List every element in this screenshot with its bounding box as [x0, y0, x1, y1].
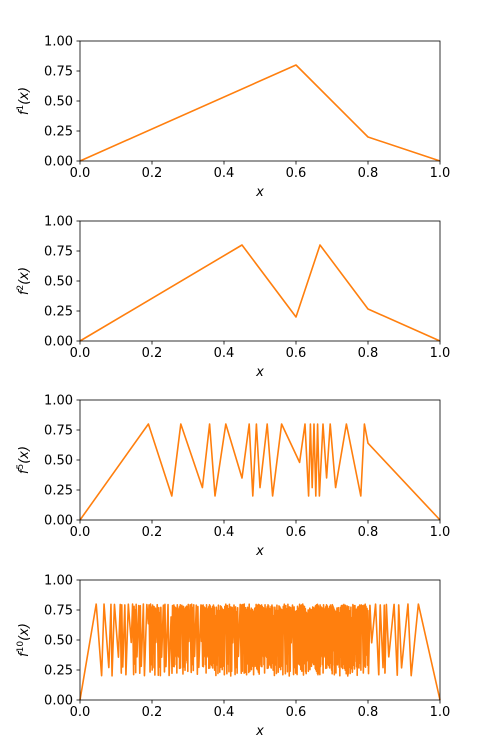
x-tick-label: 0.8	[358, 705, 379, 720]
y-tick-label: 0.25	[44, 664, 73, 679]
y-label-base: f	[17, 288, 32, 295]
y-label-argument: (x)	[17, 446, 32, 464]
data-line	[79, 64, 441, 162]
y-axis-label: f10(x)	[16, 623, 32, 657]
subplot-2: 0.0 0.2 0.4 0.6 0.8 1.0 0.00 0.25 0.50 0.75 1.00 x f…	[16, 215, 450, 381]
x-axis-label: x	[255, 724, 264, 739]
y-label-exponent: 2	[16, 285, 26, 291]
x-tick-label: 0.6	[286, 705, 307, 720]
y-tick-label: 0.00	[44, 694, 73, 709]
y-label-exponent: 5	[16, 464, 26, 470]
y-tick-label: 0.75	[44, 424, 73, 439]
x-tick-label: 0.0	[70, 525, 91, 540]
y-label-argument: (x)	[17, 623, 32, 641]
x-tick-label: 0.8	[358, 525, 379, 540]
y-tick-label: 0.75	[44, 65, 73, 80]
y-tick-label: 0.00	[44, 155, 73, 170]
x-tick-label: 0.4	[214, 525, 235, 540]
x-tick-label: 0.0	[70, 346, 91, 361]
y-axis-label: f2(x)	[16, 267, 32, 295]
data-line	[79, 603, 441, 701]
x-tick-label: 0.8	[358, 166, 379, 181]
x-tick-label: 0.2	[142, 166, 163, 181]
x-axis-label: x	[255, 544, 264, 559]
y-tick-label: 0.75	[44, 604, 73, 619]
y-label-base: f	[17, 108, 32, 115]
subplot-4: 0.0 0.2 0.4 0.6 0.8 1.0 0.00 0.25 0.50 0.75 1.00 x f…	[16, 574, 450, 740]
y-tick-label: 1.00	[44, 394, 73, 409]
y-label-base: f	[17, 467, 32, 474]
axes-frame	[79, 220, 441, 342]
x-tick-label: 0.0	[70, 705, 91, 720]
subplot-1: 0.0 0.2 0.4 0.6 0.8 1.0 0.00 0.25 0.50 0.75 1.00 x f…	[16, 35, 450, 201]
y-axis-label: f5(x)	[16, 446, 32, 474]
y-tick-label: 0.50	[44, 454, 73, 469]
y-tick-label: 0.50	[44, 95, 73, 110]
data-line	[79, 423, 441, 521]
x-tick-label: 0.2	[142, 705, 163, 720]
y-tick-label: 0.25	[44, 484, 73, 499]
y-label-argument: (x)	[17, 87, 32, 105]
x-tick-label: 0.2	[142, 346, 163, 361]
x-tick-label: 0.6	[286, 346, 307, 361]
y-tick-label: 0.25	[44, 305, 73, 320]
x-tick-label: 0.6	[286, 525, 307, 540]
y-tick-label: 0.25	[44, 125, 73, 140]
x-tick-label: 0.2	[142, 525, 163, 540]
subplot-3: 0.0 0.2 0.4 0.6 0.8 1.0 0.00 0.25 0.50 0.75 1.00 x f…	[16, 394, 450, 560]
y-tick-label: 0.50	[44, 634, 73, 649]
data-line	[79, 244, 441, 342]
y-tick-label: 1.00	[44, 35, 73, 50]
x-axis-label: x	[255, 185, 264, 200]
y-tick-label: 0.00	[44, 514, 73, 529]
x-axis-label: x	[255, 365, 264, 380]
y-axis-label: f1(x)	[16, 87, 32, 115]
y-label-argument: (x)	[17, 267, 32, 285]
x-tick-label: 0.8	[358, 346, 379, 361]
axes-frame	[79, 399, 441, 521]
x-tick-label: 0.4	[214, 705, 235, 720]
y-label-base: f	[17, 650, 32, 657]
y-tick-label: 1.00	[44, 574, 73, 589]
y-label-exponent: 1	[16, 105, 26, 111]
y-tick-label: 0.00	[44, 335, 73, 350]
x-tick-label: 1.0	[430, 346, 451, 361]
y-tick-label: 0.75	[44, 245, 73, 260]
x-tick-label: 0.6	[286, 166, 307, 181]
y-label-exponent: 10	[16, 641, 26, 653]
x-tick-label: 0.0	[70, 166, 91, 181]
x-tick-label: 1.0	[430, 166, 451, 181]
x-tick-label: 0.4	[214, 166, 235, 181]
y-tick-label: 0.50	[44, 275, 73, 290]
x-tick-label: 1.0	[430, 525, 451, 540]
y-tick-label: 1.00	[44, 215, 73, 230]
x-tick-label: 0.4	[214, 346, 235, 361]
x-tick-label: 1.0	[430, 705, 451, 720]
